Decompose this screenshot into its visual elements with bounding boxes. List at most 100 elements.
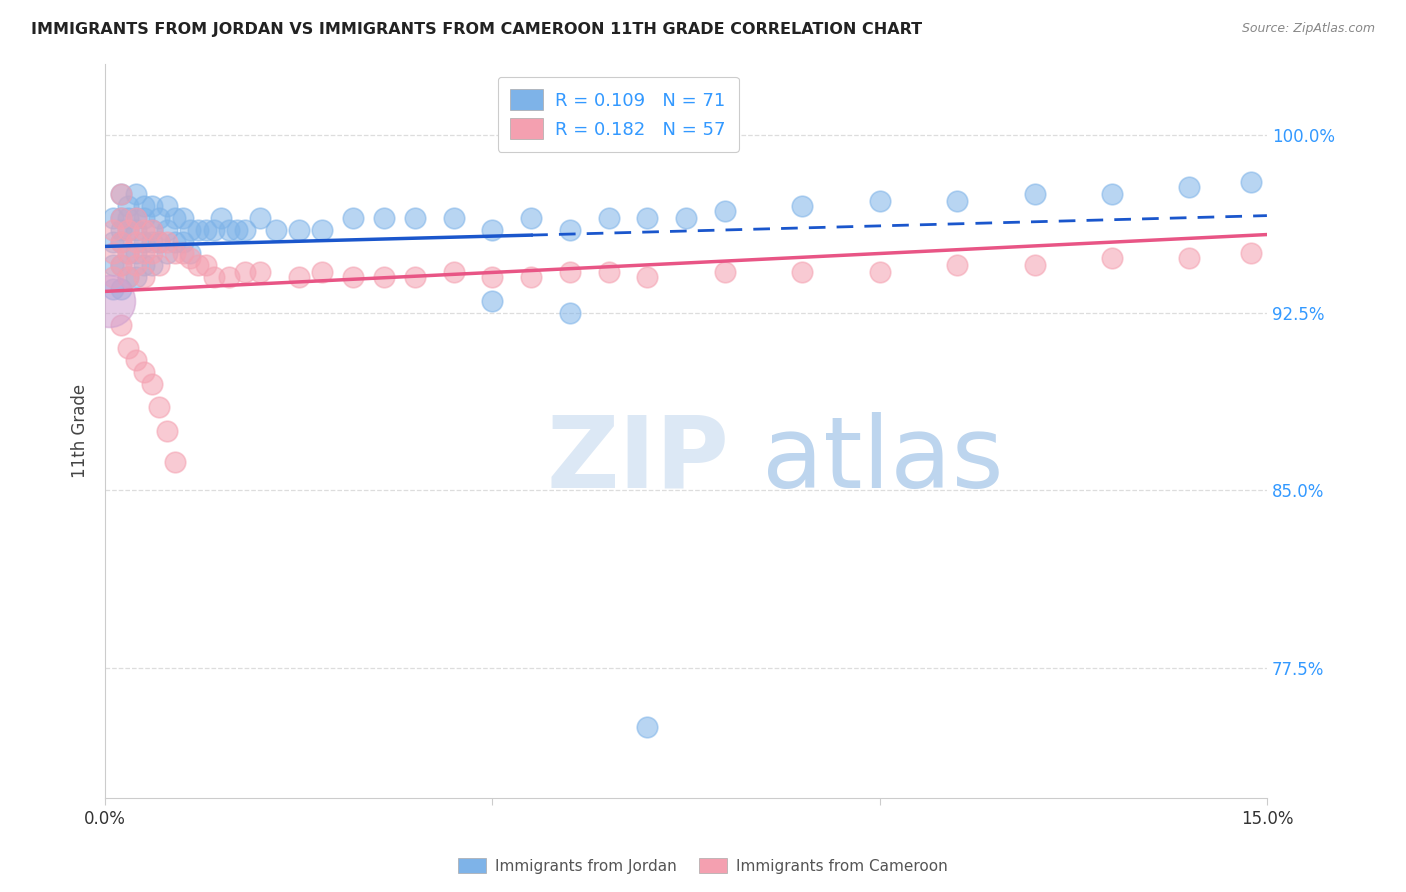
Point [125, 270, 148, 285]
Point [1024, 187, 1046, 202]
Point [404, 211, 426, 225]
Point [98, 293, 121, 308]
Point [156, 235, 179, 249]
Point [156, 223, 179, 237]
Point [110, 235, 132, 249]
Point [141, 235, 163, 249]
Point [481, 293, 503, 308]
Point [156, 424, 179, 438]
Point [218, 223, 240, 237]
Point [194, 258, 217, 272]
Point [101, 258, 124, 272]
Point [132, 258, 155, 272]
Point [141, 199, 163, 213]
Point [233, 223, 256, 237]
Legend: Immigrants from Jordan, Immigrants from Cameroon: Immigrants from Jordan, Immigrants from … [451, 852, 955, 880]
Point [148, 258, 170, 272]
Point [373, 211, 395, 225]
Point [869, 194, 891, 209]
Point [132, 365, 155, 379]
Point [110, 187, 132, 202]
Point [179, 223, 201, 237]
Point [1240, 246, 1263, 260]
Point [249, 211, 271, 225]
Point [117, 270, 139, 285]
Point [148, 401, 170, 415]
Y-axis label: 11th Grade: 11th Grade [72, 384, 89, 478]
Point [101, 223, 124, 237]
Point [132, 270, 155, 285]
Point [163, 455, 186, 469]
Point [148, 235, 170, 249]
Point [163, 246, 186, 260]
Point [187, 223, 209, 237]
Point [179, 252, 201, 266]
Point [125, 211, 148, 225]
Point [187, 258, 209, 272]
Point [520, 270, 543, 285]
Point [117, 211, 139, 225]
Point [233, 265, 256, 279]
Point [141, 223, 163, 237]
Point [125, 223, 148, 237]
Point [558, 223, 581, 237]
Point [636, 211, 658, 225]
Point [110, 282, 132, 296]
Point [117, 246, 139, 260]
Point [194, 223, 217, 237]
Point [101, 211, 124, 225]
Point [675, 211, 697, 225]
Point [179, 246, 201, 260]
Point [404, 270, 426, 285]
Point [443, 211, 465, 225]
Point [132, 199, 155, 213]
Point [110, 187, 132, 202]
Text: IMMIGRANTS FROM JORDAN VS IMMIGRANTS FROM CAMEROON 11TH GRADE CORRELATION CHART: IMMIGRANTS FROM JORDAN VS IMMIGRANTS FRO… [31, 22, 922, 37]
Point [141, 376, 163, 391]
Point [156, 199, 179, 213]
Point [792, 265, 814, 279]
Point [225, 223, 247, 237]
Point [132, 211, 155, 225]
Text: ZIP: ZIP [547, 412, 730, 509]
Point [869, 265, 891, 279]
Point [101, 270, 124, 285]
Point [792, 199, 814, 213]
Point [172, 235, 194, 249]
Point [117, 223, 139, 237]
Point [110, 211, 132, 225]
Point [132, 246, 155, 260]
Point [1178, 252, 1201, 266]
Legend: R = 0.109   N = 71, R = 0.182   N = 57: R = 0.109 N = 71, R = 0.182 N = 57 [498, 77, 738, 152]
Point [132, 235, 155, 249]
Point [117, 270, 139, 285]
Point [946, 258, 969, 272]
Point [101, 246, 124, 260]
Point [558, 265, 581, 279]
Text: Source: ZipAtlas.com: Source: ZipAtlas.com [1241, 22, 1375, 36]
Point [288, 270, 311, 285]
Point [117, 246, 139, 260]
Point [148, 235, 170, 249]
Point [132, 223, 155, 237]
Point [481, 223, 503, 237]
Point [172, 211, 194, 225]
Point [1240, 176, 1263, 190]
Point [125, 211, 148, 225]
Point [117, 341, 139, 355]
Point [117, 199, 139, 213]
Point [125, 187, 148, 202]
Point [110, 318, 132, 332]
Point [110, 223, 132, 237]
Point [443, 265, 465, 279]
Point [1101, 187, 1123, 202]
Point [110, 211, 132, 225]
Point [110, 258, 132, 272]
Point [264, 223, 287, 237]
Point [1101, 252, 1123, 266]
Point [598, 211, 620, 225]
Point [110, 258, 132, 272]
Point [373, 270, 395, 285]
Point [342, 270, 364, 285]
Point [1024, 258, 1046, 272]
